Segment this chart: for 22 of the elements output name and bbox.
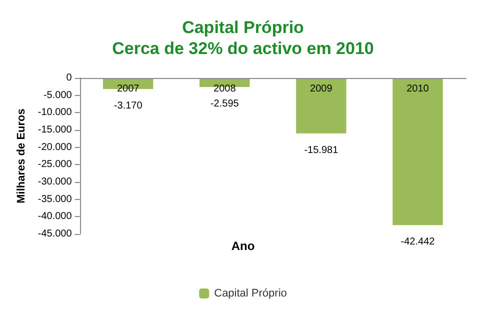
y-axis-title: Milhares de Euros bbox=[16, 108, 28, 204]
y-tick-label: -35.000 bbox=[38, 194, 72, 205]
x-tick-label: 2009 bbox=[310, 84, 333, 94]
data-label: -42.442 bbox=[400, 236, 436, 248]
y-tick-label: -25.000 bbox=[38, 159, 72, 170]
y-tick-label: -5.000 bbox=[43, 90, 72, 101]
data-label: -3.170 bbox=[114, 100, 143, 112]
legend-label: Capital Próprio bbox=[214, 288, 287, 300]
chart-subtitle: Cerca de 32% do activo em 2010 bbox=[112, 39, 374, 58]
y-tick-label: -45.000 bbox=[38, 228, 72, 240]
y-tick-label: -30.000 bbox=[38, 176, 72, 188]
y-tick-label: -20.000 bbox=[38, 142, 72, 153]
y-tick-label: 0 bbox=[66, 72, 72, 84]
y-tick-label: -15.000 bbox=[38, 124, 72, 136]
x-tick-label: 2008 bbox=[214, 84, 236, 94]
x-axis-title: Ano bbox=[231, 239, 255, 253]
data-label: -15.981 bbox=[304, 144, 339, 156]
x-tick-label: 2010 bbox=[406, 84, 430, 94]
data-label: -2.595 bbox=[210, 98, 240, 110]
chart-title: Capital Próprio bbox=[182, 18, 304, 37]
y-tick-label: -10.000 bbox=[38, 107, 72, 118]
y-tick-label: -40.000 bbox=[38, 211, 72, 222]
